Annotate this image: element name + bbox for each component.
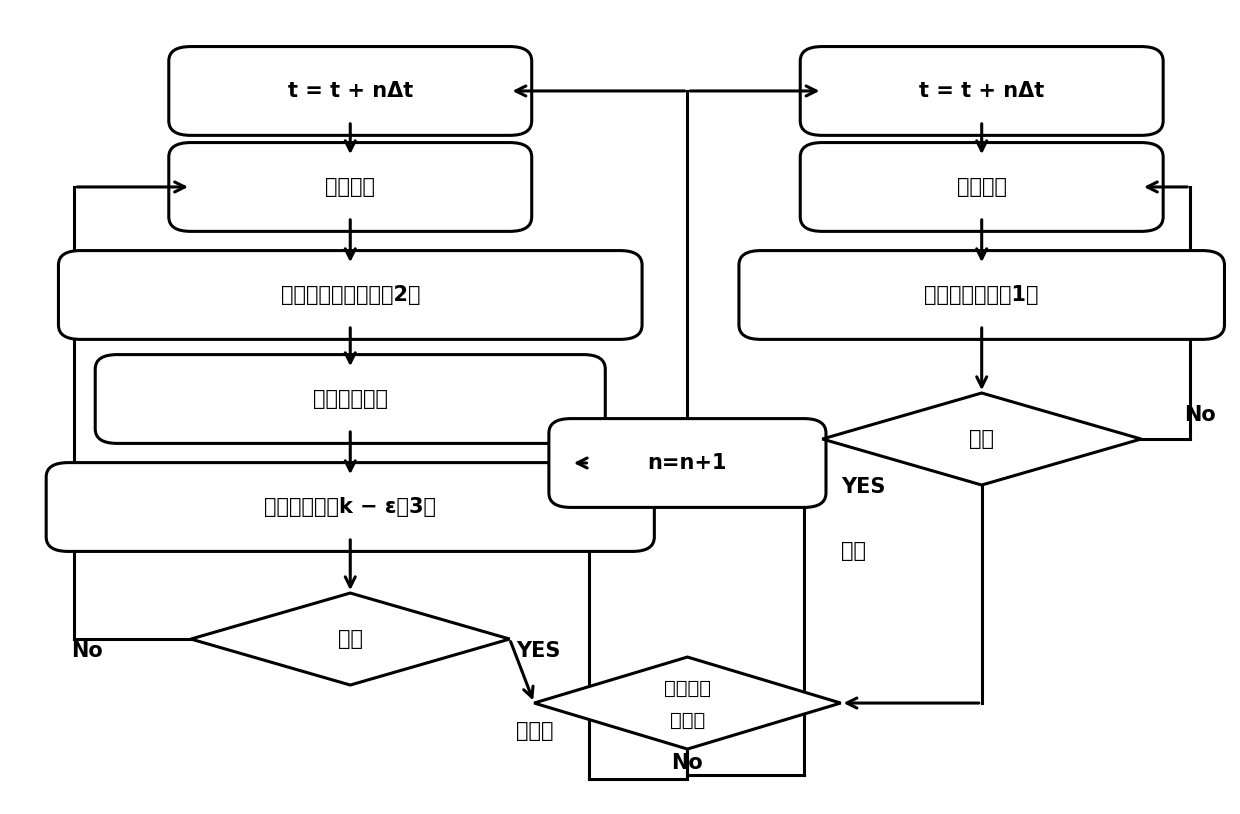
Text: No: No	[1184, 405, 1215, 425]
Text: 更新质量通量: 更新质量通量	[312, 389, 388, 409]
Text: YES: YES	[841, 477, 885, 497]
Text: No: No	[672, 753, 703, 773]
FancyBboxPatch shape	[549, 418, 826, 507]
Text: 耦合数据: 耦合数据	[663, 679, 711, 698]
Text: No: No	[71, 641, 103, 661]
FancyBboxPatch shape	[739, 251, 1224, 339]
Text: 求解流体控制方程（2）: 求解流体控制方程（2）	[280, 285, 420, 305]
Text: 更新属性: 更新属性	[325, 177, 376, 197]
Text: YES: YES	[516, 641, 560, 661]
FancyBboxPatch shape	[95, 355, 605, 444]
FancyBboxPatch shape	[800, 142, 1163, 231]
FancyBboxPatch shape	[169, 142, 532, 231]
Text: 收敛: 收敛	[337, 629, 363, 649]
Polygon shape	[534, 657, 841, 749]
Text: 据收敛: 据收敛	[670, 711, 706, 730]
Polygon shape	[191, 593, 510, 685]
Text: t = t + nΔt: t = t + nΔt	[919, 81, 1044, 101]
FancyBboxPatch shape	[58, 251, 642, 339]
Text: t = t + nΔt: t = t + nΔt	[288, 81, 413, 101]
Text: 更新属性: 更新属性	[957, 177, 1007, 197]
Text: 收敛: 收敛	[970, 429, 994, 449]
Text: 位移: 位移	[841, 541, 866, 561]
FancyBboxPatch shape	[169, 46, 532, 135]
Text: 动压力: 动压力	[516, 721, 553, 741]
Text: n=n+1: n=n+1	[647, 453, 727, 473]
Polygon shape	[822, 393, 1141, 485]
FancyBboxPatch shape	[46, 462, 655, 551]
FancyBboxPatch shape	[800, 46, 1163, 135]
Text: 求解湍流方程k − ε（3）: 求解湍流方程k − ε（3）	[264, 497, 436, 517]
Text: 求解控制方程（1）: 求解控制方程（1）	[925, 285, 1039, 305]
